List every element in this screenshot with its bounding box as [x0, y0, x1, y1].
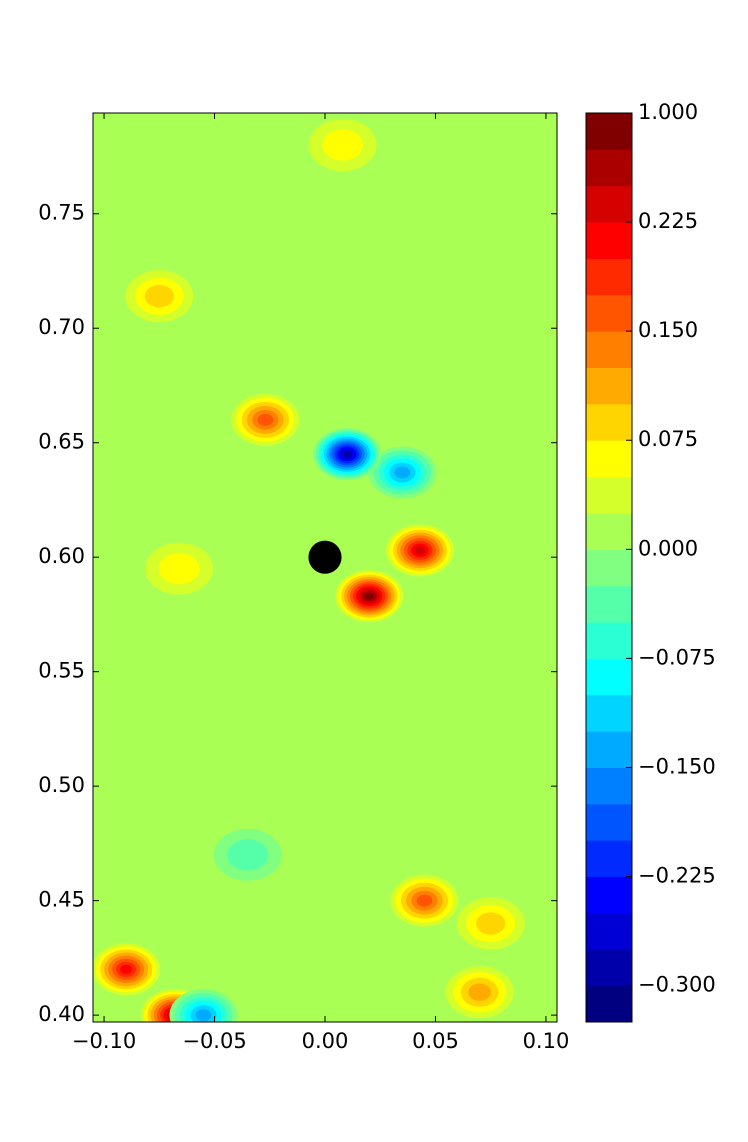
- colorbar-band: [586, 403, 632, 441]
- vortex: [231, 393, 300, 446]
- colorbar-band: [586, 985, 632, 1023]
- contour-ring: [158, 553, 200, 585]
- contour-ring: [257, 413, 274, 426]
- vortex: [169, 989, 238, 1022]
- colorbar-tick-label: 0.150: [638, 318, 698, 342]
- colorbar-band: [586, 113, 632, 150]
- contour-ring: [468, 983, 491, 1001]
- vortex: [93, 943, 161, 996]
- vortex: [368, 446, 437, 499]
- vortex: [386, 524, 455, 577]
- vortex: [213, 828, 282, 881]
- colorbar-band: [586, 694, 632, 732]
- colorbar-frame: [585, 112, 633, 1023]
- colorbar-band: [586, 367, 632, 405]
- colorbar-band: [586, 767, 632, 805]
- colorbar-band: [586, 731, 632, 768]
- y-tick-label: 0.65: [38, 430, 85, 454]
- colorbar-band: [586, 585, 632, 623]
- contour-ring: [364, 592, 374, 600]
- contour-ring: [120, 964, 133, 974]
- vortex: [308, 119, 377, 172]
- vortex: [456, 897, 525, 950]
- contour-field: [93, 113, 557, 1022]
- colorbar-band: [586, 294, 632, 332]
- vortex: [125, 270, 194, 323]
- y-tick-label: 0.70: [38, 315, 85, 339]
- contour-ring: [416, 894, 433, 907]
- contour-ring: [227, 839, 269, 871]
- x-tick-label: 0.00: [302, 1029, 349, 1053]
- x-tick-label: 0.10: [523, 1029, 570, 1053]
- vortex: [145, 542, 214, 595]
- colorbar-band: [586, 149, 632, 187]
- contour-ring: [414, 546, 426, 555]
- colorbar-tick-label: 0.075: [638, 427, 698, 451]
- y-tick-label: 0.45: [38, 888, 85, 912]
- y-tick-label: 0.75: [38, 201, 85, 225]
- colorbar-band: [586, 803, 632, 841]
- contour-ring: [195, 1009, 212, 1022]
- colorbar-band: [586, 658, 632, 696]
- colorbar-band: [586, 840, 632, 878]
- vortex: [445, 966, 514, 1019]
- obstacle: [308, 540, 342, 574]
- colorbar-band: [586, 512, 632, 550]
- y-tick-label: 0.55: [38, 659, 85, 683]
- colorbar-band: [586, 258, 632, 296]
- colorbar-band: [586, 331, 632, 369]
- x-tick-label: −0.05: [182, 1029, 246, 1053]
- contour-ring: [322, 129, 364, 161]
- vortex: [313, 428, 382, 481]
- colorbar-tick-label: 0.000: [638, 536, 698, 560]
- colorbar-tick-label: 0.225: [638, 209, 698, 233]
- colorbar-band: [586, 476, 632, 514]
- contour-ring: [476, 912, 506, 935]
- y-tick-label: 0.50: [38, 773, 85, 797]
- colorbar-band: [586, 440, 632, 478]
- colorbar-tick-label: 1.000: [638, 100, 698, 124]
- colorbar-band: [586, 185, 632, 223]
- colorbar-band: [586, 876, 632, 914]
- y-tick-label: 0.40: [38, 1002, 85, 1026]
- colorbar-tick-label: −0.225: [638, 864, 716, 888]
- colorbar-band: [586, 622, 632, 659]
- colorbar-band: [586, 912, 632, 950]
- colorbar-band: [586, 222, 632, 259]
- contour-ring: [394, 466, 411, 479]
- colorbar-tick-label: −0.300: [638, 973, 716, 997]
- y-tick-label: 0.60: [38, 544, 85, 568]
- colorbar-tick-label: −0.150: [638, 754, 716, 778]
- contour-ring: [144, 285, 174, 308]
- vortex: [335, 570, 404, 623]
- colorbar-tick-label: −0.075: [638, 645, 716, 669]
- contour-ring: [343, 451, 352, 458]
- x-tick-label: −0.10: [72, 1029, 136, 1053]
- colorbar-band: [586, 949, 632, 987]
- vortex: [390, 874, 459, 927]
- x-tick-label: 0.05: [412, 1029, 459, 1053]
- colorbar-band: [586, 549, 632, 587]
